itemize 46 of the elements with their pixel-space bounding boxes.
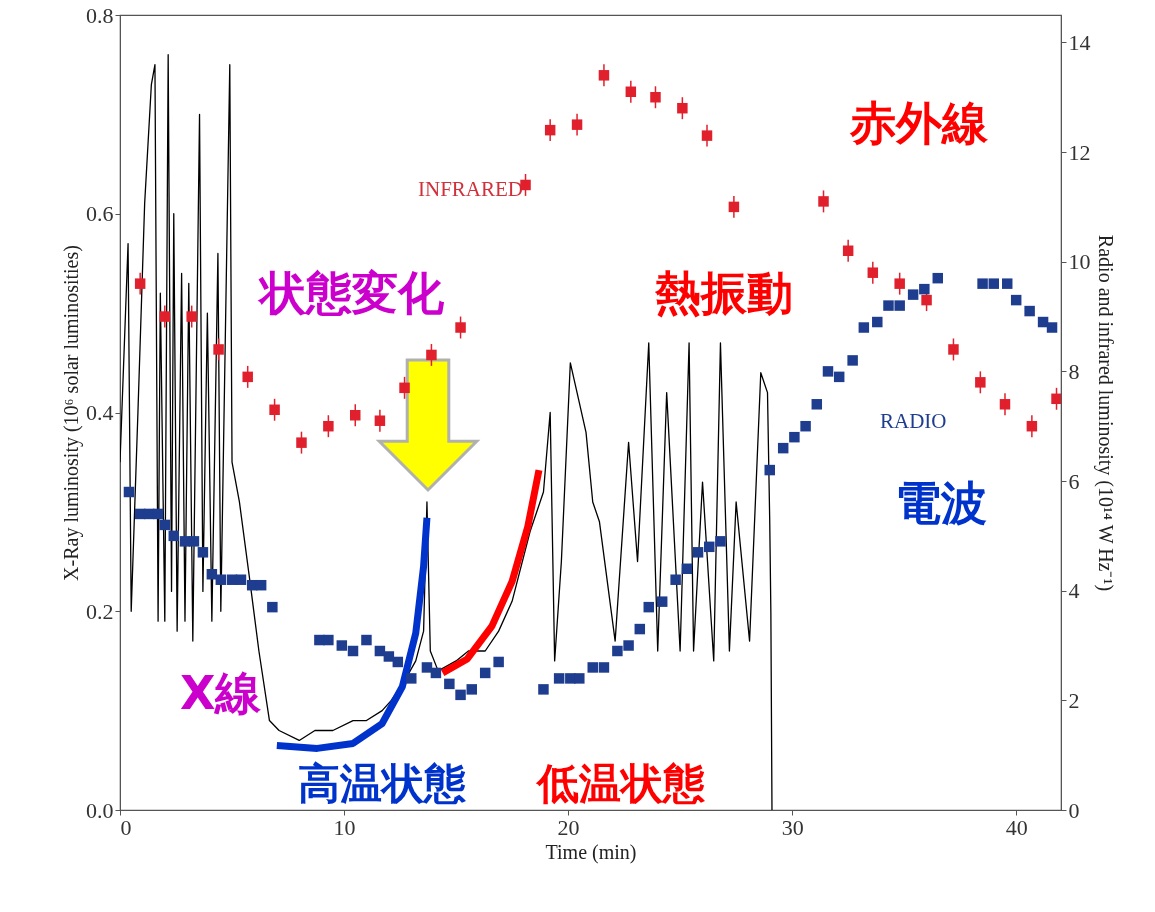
point — [323, 420, 334, 432]
point — [213, 344, 224, 355]
y2-tick-label: 12 — [1068, 139, 1091, 165]
y2-tick-label: 8 — [1068, 358, 1080, 384]
x-tick-label: 20 — [557, 814, 580, 840]
point — [399, 382, 410, 394]
annotation: X線 — [180, 666, 263, 720]
point — [426, 349, 437, 361]
annotation: 赤外線 — [849, 96, 989, 150]
point — [921, 294, 932, 306]
y2-tick-label: 4 — [1068, 578, 1080, 604]
y-tick-label: 0.4 — [86, 400, 114, 425]
annotation: 熱振動 — [654, 266, 793, 320]
y-tick-label: 0.2 — [86, 598, 114, 624]
y-tick-label: 0.8 — [86, 2, 114, 28]
point — [269, 404, 280, 415]
y-tick-label: 0.6 — [86, 201, 114, 227]
annotation: 高温状態 — [298, 759, 466, 808]
annotation: INFRARED — [418, 177, 524, 201]
x-tick-label: 0 — [120, 814, 132, 840]
point — [650, 92, 661, 103]
y2-tick-label: 6 — [1068, 468, 1080, 494]
y-tick-label: 0.0 — [86, 797, 114, 823]
y2-tick-label: 2 — [1068, 687, 1080, 713]
x-tick-label: 30 — [781, 814, 804, 840]
y2-tick-label: 0 — [1068, 797, 1080, 823]
y2-tick-label: 14 — [1068, 29, 1091, 55]
y2-tick-label: 10 — [1068, 249, 1091, 275]
point — [186, 311, 197, 322]
point — [975, 377, 986, 388]
point — [894, 278, 905, 289]
annotation: RADIO — [880, 409, 947, 433]
annotation: 低温状態 — [535, 759, 705, 808]
annotation: 電波 — [895, 476, 987, 530]
point — [677, 102, 688, 114]
x-axis-title: Time (min) — [545, 840, 637, 864]
point — [818, 196, 829, 207]
x-tick-label: 10 — [333, 814, 356, 840]
point — [948, 344, 959, 355]
x-tick-label: 40 — [1005, 814, 1028, 840]
point — [455, 322, 466, 333]
point — [296, 437, 307, 448]
y-axis-title: X-Ray luminosity (10⁶ solar luminosities) — [60, 245, 83, 581]
annotation: 状態変化 — [257, 266, 445, 320]
y2-axis-title: Radio and infrared luminosity (10¹⁴ W Hz⁻¹) — [1093, 234, 1117, 592]
point — [242, 371, 253, 383]
